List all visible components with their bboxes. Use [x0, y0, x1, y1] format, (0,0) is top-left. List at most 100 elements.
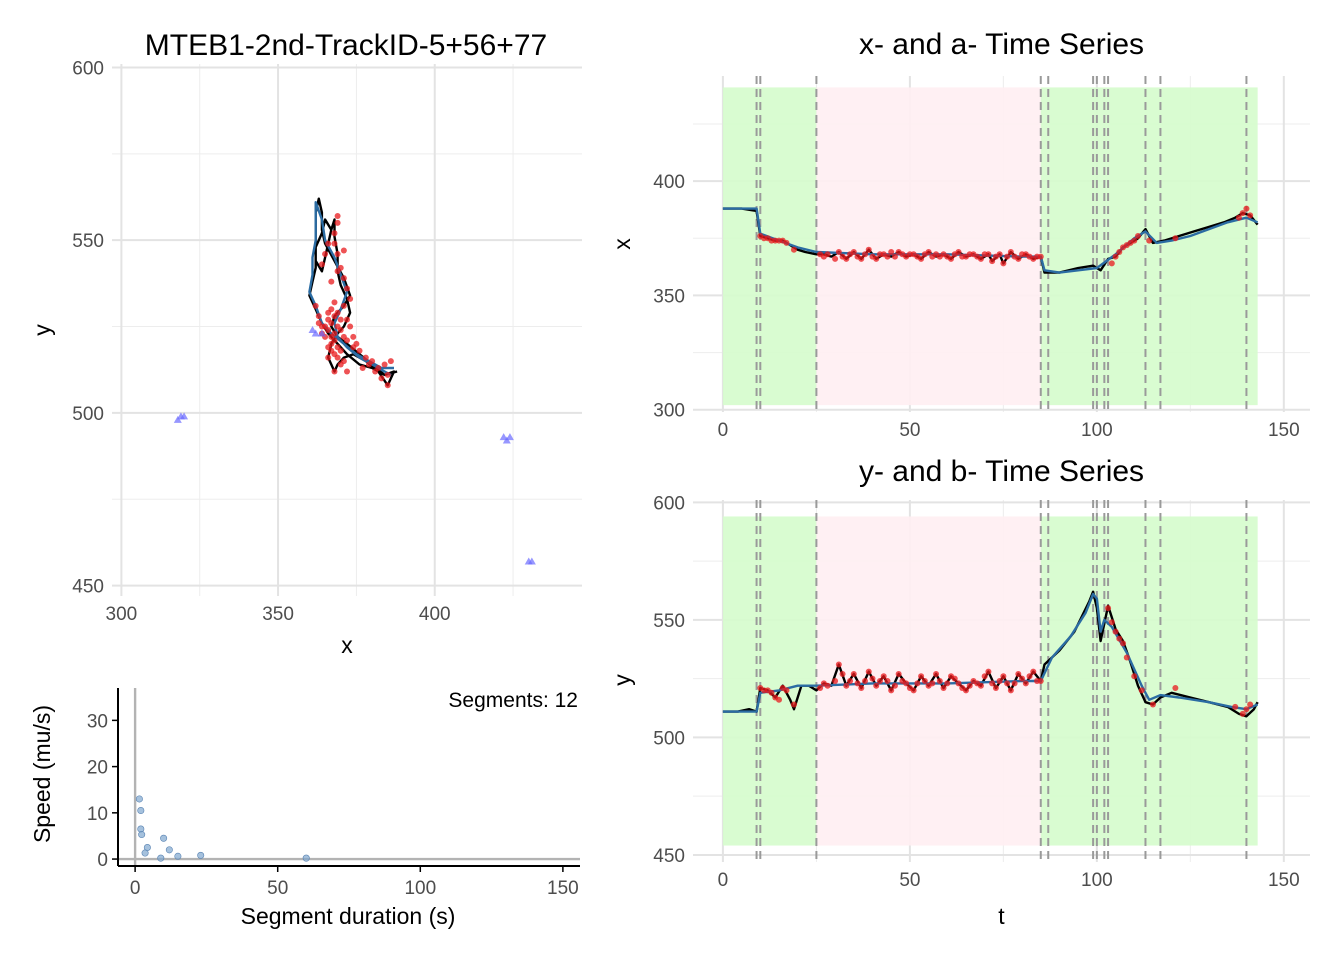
- y-series-phase-band: [722, 516, 817, 846]
- y-series-point: [1243, 706, 1250, 713]
- x-series-point: [955, 249, 962, 255]
- y-series-point: [977, 682, 984, 689]
- trajectory-point: [331, 299, 338, 306]
- y-series-point: [1037, 678, 1044, 684]
- trajectory-point: [378, 375, 385, 382]
- trajectory-point: [340, 302, 347, 309]
- trajectory-point: [350, 333, 357, 340]
- x-series-smoothed-line: [722, 207, 1259, 274]
- trajectory-point: [312, 302, 319, 309]
- trajectory-point: [334, 309, 341, 316]
- segment-point: [165, 846, 173, 854]
- anchor-marker: [505, 433, 514, 441]
- trajectory-point: [331, 230, 338, 237]
- x-series-point: [1004, 253, 1011, 260]
- x-series-point: [1112, 253, 1119, 260]
- trajectory-point: [359, 365, 366, 371]
- segment-y-tick-label: 30: [87, 711, 108, 732]
- x-series-point: [1131, 237, 1138, 244]
- y-series-point: [944, 680, 951, 687]
- segment-point: [137, 807, 145, 815]
- y-series-point: [817, 685, 824, 692]
- trajectory-point: [387, 358, 394, 365]
- trajectory-y-axis-label: y: [29, 324, 55, 336]
- trajectory-point: [334, 354, 341, 361]
- x-series-point: [989, 258, 996, 265]
- anchor-marker: [499, 433, 508, 441]
- x-series-point: [1146, 237, 1153, 244]
- trajectory-point: [325, 309, 332, 316]
- x-series-point: [858, 255, 865, 262]
- y-series-point: [776, 696, 783, 703]
- y-series-phase-band: [1040, 516, 1258, 846]
- trajectory-point: [340, 247, 347, 254]
- x-series-point: [1007, 249, 1014, 255]
- trajectory-point: [337, 347, 344, 354]
- trajectory-point: [344, 368, 350, 375]
- y-series-point: [929, 680, 936, 687]
- x-series-y-tick-label: 300: [653, 401, 685, 422]
- trajectory-point: [384, 371, 391, 378]
- x-series-phase-band: [1040, 87, 1258, 406]
- trajectory-point: [325, 354, 332, 361]
- y-series-point: [940, 685, 947, 692]
- segment-point: [160, 834, 168, 842]
- y-series-point: [1105, 605, 1112, 612]
- x-series-y-axis-label: x: [609, 238, 635, 250]
- x-series-point: [1015, 255, 1022, 262]
- trajectory-point: [331, 368, 338, 375]
- anchor-marker: [524, 557, 533, 565]
- x-series-point: [1134, 233, 1141, 239]
- y-series-point: [1007, 687, 1014, 694]
- trajectory-panel: 300 350 400 450 500 550 600 MTEB1-2nd-TrackID-5…: [29, 29, 582, 658]
- trajectory-point: [318, 323, 325, 330]
- segment-x-tick-label: 100: [404, 878, 436, 899]
- trajectory-x-tick-label: 300: [106, 604, 138, 625]
- x-series-point: [843, 255, 850, 262]
- trajectory-x-tick-label: 350: [262, 604, 294, 625]
- y-series-y-tick-label: 500: [653, 728, 685, 749]
- y-series-point: [1112, 628, 1119, 635]
- y-series-point: [862, 678, 869, 684]
- x-series-point: [1037, 253, 1044, 260]
- x-series-phase-band: [816, 87, 1041, 406]
- y-series-point: [873, 682, 880, 689]
- segment-y-axis-label: Speed (mu/s): [29, 705, 55, 843]
- trajectory-point: [337, 316, 344, 323]
- x-series-point: [1108, 260, 1115, 267]
- y-series-point: [768, 689, 775, 696]
- y-series-y-tick-label: 450: [653, 846, 685, 867]
- trajectory-x-axis-label: x: [341, 632, 353, 658]
- trajectory-point: [331, 240, 338, 247]
- y-series-point: [832, 678, 839, 684]
- trajectory-title: MTEB1-2nd-TrackID-5+56+77: [145, 29, 547, 62]
- y-series-point: [914, 680, 921, 687]
- y-series-point: [880, 673, 887, 680]
- y-series-point: [962, 687, 969, 694]
- x-series-x-tick-label: 50: [899, 420, 920, 441]
- x-series-point: [1116, 249, 1123, 255]
- x-series-point: [1243, 205, 1250, 212]
- y-series-point: [858, 685, 865, 692]
- x-series-point: [925, 249, 932, 255]
- trajectory-point: [384, 382, 391, 389]
- y-series-point: [955, 680, 962, 687]
- x-series-point: [948, 255, 955, 262]
- x-series-point: [824, 251, 831, 258]
- trajectory-point: [344, 316, 350, 323]
- x-series-point: [1239, 210, 1246, 217]
- anchor-marker: [173, 415, 182, 423]
- x-series-point: [790, 246, 797, 253]
- y-series-y-axis-label: y: [609, 674, 635, 686]
- y-series-point: [790, 701, 797, 708]
- y-series-x-tick-label: 150: [1268, 870, 1300, 891]
- y-series-point: [854, 680, 861, 687]
- y-series-point: [981, 673, 988, 680]
- trajectory-point: [347, 323, 354, 330]
- x-series-point: [1172, 235, 1179, 242]
- y-series-point: [936, 678, 943, 684]
- x-series-point: [1000, 260, 1007, 267]
- x-series-point: [977, 255, 984, 262]
- x-series-point: [985, 251, 992, 258]
- y-series-point: [1172, 685, 1179, 692]
